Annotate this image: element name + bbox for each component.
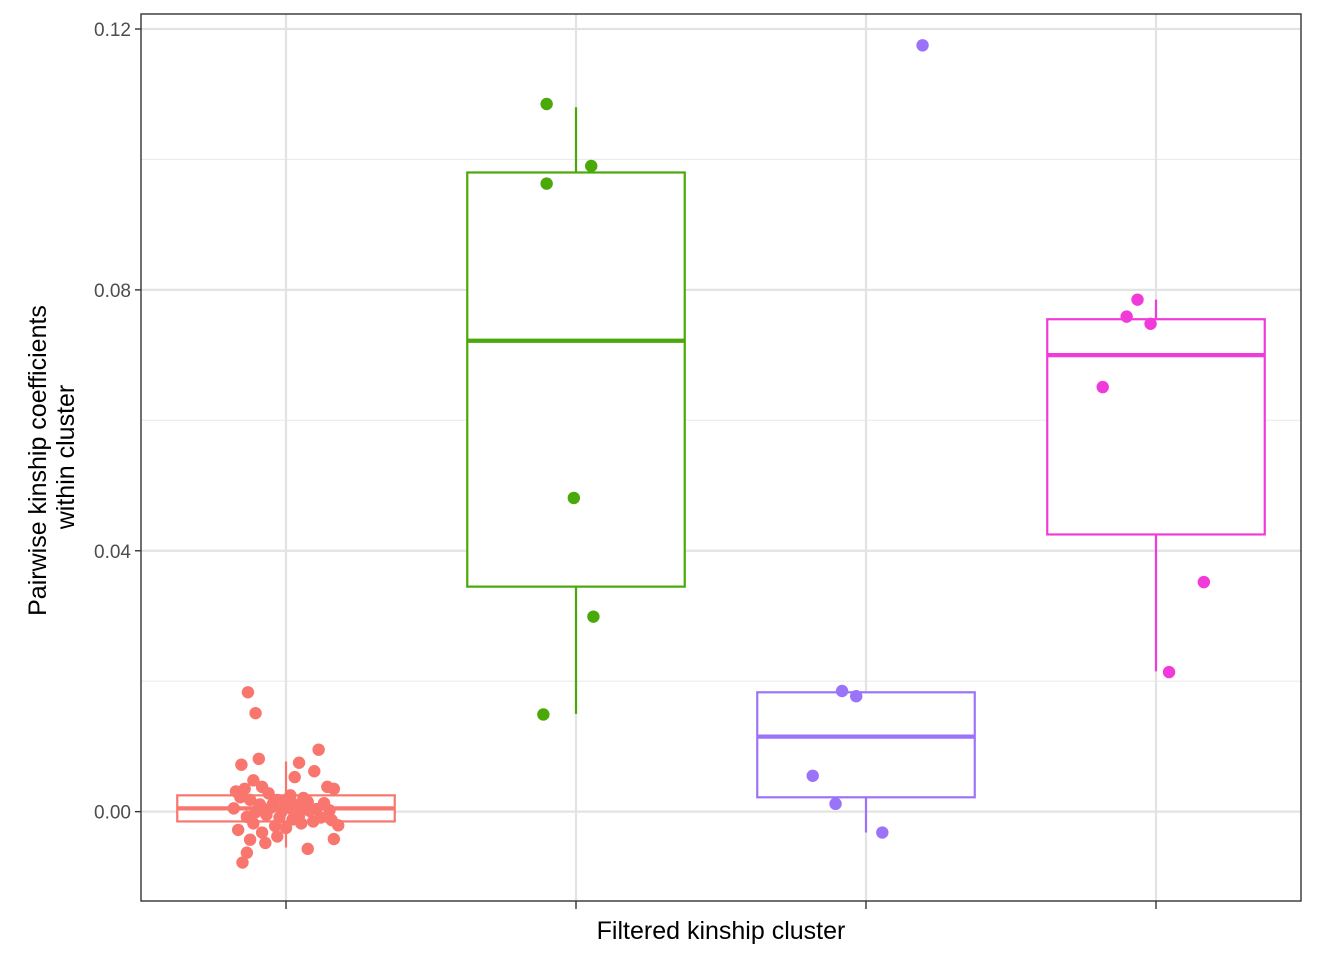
y-tick-label: 0.00 (94, 803, 131, 824)
data-point (279, 821, 293, 835)
data-point (236, 856, 249, 869)
data-point (288, 770, 301, 784)
data-point (806, 769, 819, 782)
data-point (231, 823, 245, 837)
plot-panel-border (140, 13, 1302, 902)
data-point (540, 97, 553, 111)
data-point (240, 846, 254, 859)
data-point (850, 690, 863, 703)
data-point (332, 819, 345, 832)
data-point (292, 756, 306, 769)
data-point (567, 491, 581, 505)
data-point (323, 804, 336, 817)
box-body (466, 171, 686, 588)
data-point (1162, 665, 1176, 679)
data-point (1144, 317, 1157, 330)
box-group (1046, 293, 1266, 679)
data-point (249, 806, 262, 819)
data-point (288, 798, 301, 811)
box-group (466, 97, 686, 721)
y-tick-label: 0.04 (94, 542, 131, 563)
data-point (1197, 575, 1211, 589)
data-point (1120, 310, 1133, 323)
data-point (255, 826, 269, 839)
data-point (247, 774, 260, 787)
box-group (176, 686, 396, 869)
data-point (537, 708, 550, 721)
data-point (312, 743, 325, 756)
data-point (301, 842, 314, 856)
data-point (292, 809, 306, 822)
data-point (540, 177, 553, 190)
data-point (241, 686, 255, 699)
y-tick-label: 0.08 (94, 281, 131, 302)
data-point (876, 826, 889, 839)
data-point (1096, 380, 1109, 394)
data-point (308, 765, 321, 778)
data-point (306, 815, 320, 828)
data-point (227, 802, 240, 815)
data-point (587, 610, 600, 623)
data-point (585, 159, 598, 173)
data-point (264, 801, 277, 814)
x-axis-title: Filtered kinship cluster (597, 917, 846, 945)
data-point (303, 804, 317, 818)
data-point (271, 830, 284, 843)
data-point (252, 752, 266, 766)
data-point (829, 797, 842, 811)
data-point (835, 684, 849, 698)
data-point (916, 39, 929, 52)
y-axis-title-line-1: Pairwise kinship coefficients (24, 305, 52, 616)
data-point (327, 782, 341, 796)
box-body (756, 691, 976, 799)
data-point (273, 811, 286, 824)
data-point (327, 832, 341, 846)
data-point (249, 706, 262, 720)
data-point (243, 793, 257, 807)
data-point (247, 817, 260, 830)
box-body (1046, 318, 1266, 536)
y-tick-label: 0.12 (94, 20, 131, 41)
data-point (262, 787, 275, 800)
data-point (235, 758, 248, 771)
axes: 0.00 0.04 0.08 0.12 (94, 20, 1157, 909)
data-point (234, 791, 247, 804)
data-point (243, 833, 257, 846)
data-point (277, 795, 291, 808)
data-point (1131, 293, 1144, 306)
y-axis-title: Pairwise kinship coefficients within clu… (24, 298, 80, 616)
box-group (756, 39, 976, 839)
chart-marks (176, 39, 1266, 869)
data-point (259, 836, 272, 850)
y-axis-title-line-2: within cluster (52, 385, 80, 531)
